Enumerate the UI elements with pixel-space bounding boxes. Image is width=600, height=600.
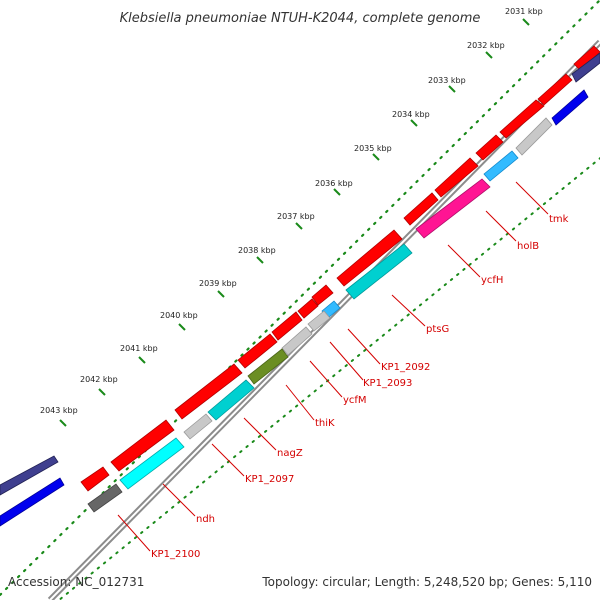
gene-label-ndh: ndh (196, 514, 215, 525)
kbp-label: 2032 kbp (467, 41, 505, 50)
gene-label-nagZ: nagZ (277, 448, 303, 459)
kbp-label: 2040 kbp (160, 311, 198, 320)
kbp-label: 2034 kbp (392, 110, 430, 119)
cds-feature (434, 157, 479, 198)
kbp-labels: 2031 kbp 2032 kbp 2033 kbp 2034 kbp 2035… (40, 7, 543, 415)
cds-feature (271, 311, 303, 341)
hit-pink (415, 178, 491, 239)
cds-feature (336, 229, 403, 287)
label-leaders (117, 181, 549, 552)
accession-label: Accession: NC_012731 (8, 575, 144, 589)
gene-label-tmk: tmk (549, 214, 569, 225)
gene-label-KP1_2100: KP1_2100 (151, 549, 200, 560)
blast-hit-blue (0, 477, 65, 527)
hit-olive (247, 348, 289, 385)
hit-gray (281, 326, 313, 356)
gene-label-ycfM: ycfM (343, 395, 367, 406)
hit-gray (515, 117, 553, 156)
hit-darkgray (87, 483, 123, 513)
cds-feature (475, 134, 504, 161)
kbp-label: 2033 kbp (428, 76, 466, 85)
kbp-label: 2043 kbp (40, 406, 78, 415)
cds-feature (237, 333, 278, 369)
map-title: Klebsiella pneumoniae NTUH-K2044, comple… (120, 11, 481, 26)
inner-track-dotted (57, 157, 600, 600)
hit-cyan (207, 379, 255, 421)
cds-feature (537, 73, 573, 106)
cds-feature (573, 45, 600, 71)
hit-gray-small (307, 310, 331, 332)
kbp-label: 2031 kbp (505, 7, 543, 16)
kbp-label: 2038 kbp (238, 246, 276, 255)
gene-label-KP1_2092: KP1_2092 (381, 362, 430, 373)
blast-hit-navy-top (571, 52, 600, 83)
cds-feature (499, 99, 545, 139)
major-ticks (59, 18, 530, 427)
gene-label-KP1_2097: KP1_2097 (245, 474, 294, 485)
cds-feature (311, 284, 334, 306)
gene-label-holB: holB (517, 241, 539, 252)
kbp-label: 2041 kbp (120, 344, 158, 353)
gene-label-KP1_2093: KP1_2093 (363, 378, 412, 389)
gene-label-ycfH: ycfH (481, 275, 503, 286)
cds-feature (174, 363, 243, 420)
cds-feature (110, 419, 175, 472)
kbp-label: 2036 kbp (315, 179, 353, 188)
hit-gray (183, 413, 213, 440)
cds-feature (403, 192, 439, 226)
hit-lightcyan (119, 437, 185, 490)
gene-labels: tmk holB ycfH ptsG KP1_2092 KP1_2093 ycf… (151, 214, 569, 560)
hit-cyan (345, 243, 413, 300)
gene-label-thiK: thiK (315, 418, 335, 429)
kbp-label: 2042 kbp (80, 375, 118, 384)
cds-forward-features (80, 45, 600, 492)
hit-skyblue (483, 150, 519, 182)
gene-label-ptsG: ptsG (426, 324, 449, 335)
kbp-label: 2035 kbp (354, 144, 392, 153)
kbp-label: 2039 kbp (199, 279, 237, 288)
cds-feature (80, 466, 110, 492)
genome-summary: Topology: circular; Length: 5,248,520 bp… (261, 575, 592, 589)
blast-hit-blue-top (551, 89, 589, 126)
inner-features (87, 117, 553, 513)
kbp-label: 2037 kbp (277, 212, 315, 221)
blast-hit-navy (0, 455, 59, 496)
cds-feature (297, 298, 319, 319)
